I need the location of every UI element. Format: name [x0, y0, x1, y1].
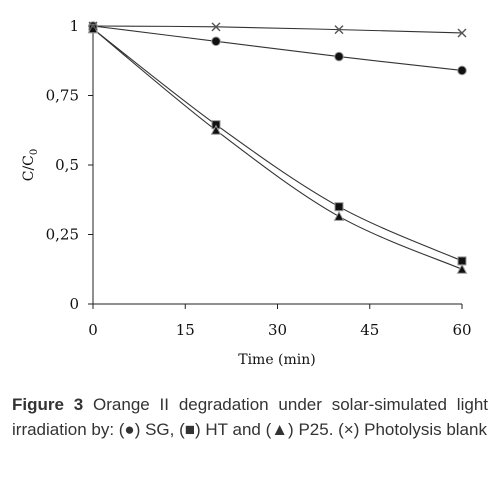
y-tick-label: 0: [69, 295, 79, 313]
y-axis-title-sub: 0: [29, 149, 40, 155]
y-axis-title: C/C0: [21, 149, 40, 182]
x-tick-label: 0: [88, 321, 98, 339]
data-point-cross: [88, 21, 98, 31]
figure-caption: Figure 3 Orange II degradation under sol…: [12, 392, 488, 442]
series-line-circle: [92, 25, 463, 72]
data-point-cross: [334, 25, 344, 35]
data-point-triangle: [210, 124, 222, 135]
axes: [92, 26, 462, 305]
series-line-cross: [92, 25, 463, 34]
tick-labels: 0 15 30 45 60 0 0,25 0,5 0,75 1: [46, 17, 472, 339]
series-line-square: [92, 28, 463, 262]
data-point-circle: [211, 36, 221, 47]
x-tick-label: 60: [452, 321, 471, 339]
x-axis-title: Time (min): [238, 352, 316, 368]
y-tick-label: 0,5: [55, 156, 79, 174]
x-tick-label: 30: [268, 321, 287, 339]
data-point-triangle: [456, 263, 468, 274]
y-tick-label: 0,75: [46, 87, 79, 105]
y-tick-label: 1: [69, 17, 79, 35]
data-point-cross: [457, 28, 467, 38]
y-axis-title-main: C/C: [21, 155, 37, 181]
y-tick-label: 0,25: [46, 226, 79, 244]
data-point-cross: [211, 22, 221, 32]
series-lines: [92, 25, 463, 270]
series-markers: [87, 21, 468, 274]
x-tick-label: 45: [360, 321, 379, 339]
caption-text: Orange II degradation under solar-simula…: [12, 395, 488, 439]
data-point-circle: [457, 65, 467, 76]
ticks: [88, 25, 463, 309]
data-point-square: [334, 202, 344, 212]
figure-label: Figure 3: [12, 395, 84, 414]
x-tick-label: 15: [176, 321, 195, 339]
data-point-triangle: [333, 210, 345, 221]
series-line-triangle: [92, 28, 463, 270]
data-point-circle: [334, 51, 344, 62]
